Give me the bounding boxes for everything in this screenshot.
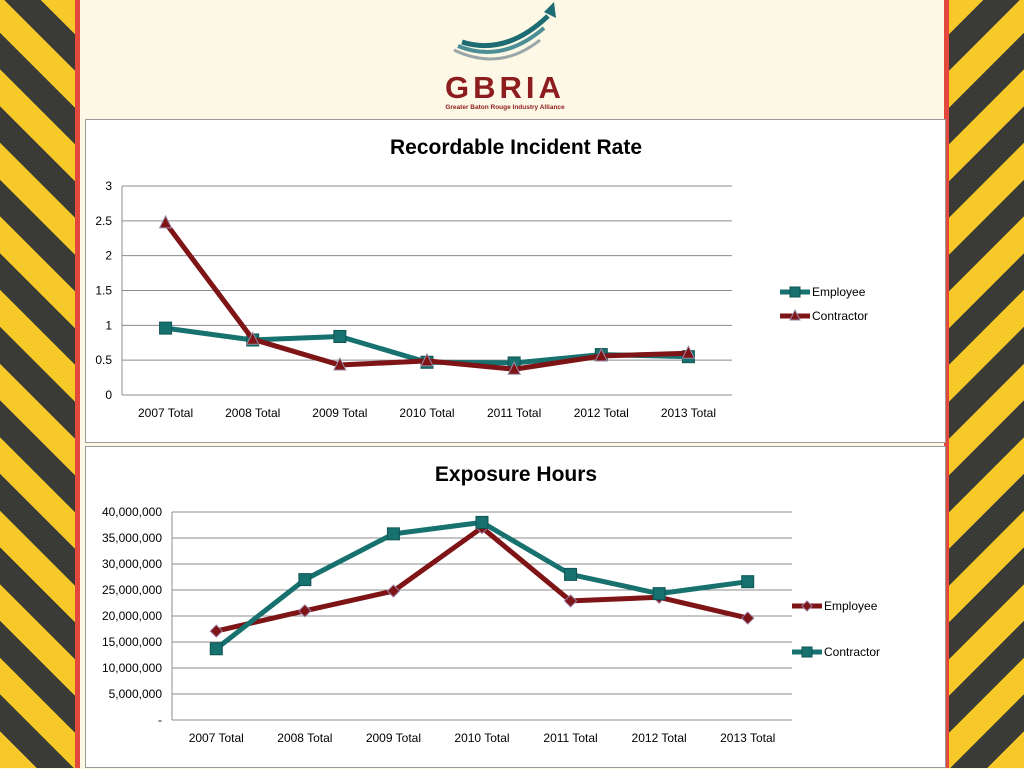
legend-label: Employee xyxy=(824,599,878,613)
chart-title: Exposure Hours xyxy=(435,463,597,486)
y-tick-label: 40,000,000 xyxy=(102,505,162,519)
y-tick-label: 35,000,000 xyxy=(102,531,162,545)
legend-item-employee: Employee xyxy=(792,599,878,613)
data-point xyxy=(298,604,312,618)
y-tick-label: 3 xyxy=(105,179,112,193)
data-point xyxy=(681,345,696,359)
logo-swoosh-icon xyxy=(453,2,556,61)
data-point xyxy=(245,331,260,345)
y-tick-label: 1 xyxy=(105,318,112,332)
data-point xyxy=(209,642,223,656)
x-tick-label: 2013 Total xyxy=(720,731,775,745)
x-tick-label: 2010 Total xyxy=(399,406,454,420)
legend-marker xyxy=(789,308,801,321)
data-point xyxy=(386,584,401,598)
x-tick-label: 2010 Total xyxy=(454,731,509,745)
series-line xyxy=(163,221,689,372)
exposure-hours-chart: Exposure Hours - 5,000,000 10,000,000 15,000… xyxy=(102,463,880,745)
x-tick-label: 2009 Total xyxy=(312,406,367,420)
y-tick-label: 1.5 xyxy=(95,284,112,298)
legend-marker xyxy=(801,646,813,658)
data-point xyxy=(475,515,489,529)
right-hazard-stripe-border xyxy=(944,0,1024,768)
y-tick-label: 2.5 xyxy=(95,214,112,228)
data-point xyxy=(741,575,755,589)
left-hazard-stripe-border xyxy=(0,0,80,768)
y-tick-label: 20,000,000 xyxy=(102,609,162,623)
y-tick-label: - xyxy=(158,713,162,727)
data-point xyxy=(386,527,400,541)
series-employee xyxy=(209,520,755,638)
data-point xyxy=(594,347,609,362)
y-tick-label: 25,000,000 xyxy=(102,583,162,597)
logo-tagline: Greater Baton Rouge Industry Alliance xyxy=(445,104,565,111)
incident-rate-chart-panel: Recordable Incident Rate 0 0.5 1 1.5 2 2.5 3 200… xyxy=(85,119,946,443)
data-point xyxy=(563,594,578,608)
x-tick-label: 2009 Total xyxy=(366,731,421,745)
data-point xyxy=(298,573,312,587)
incident-rate-chart: Recordable Incident Rate 0 0.5 1 1.5 2 2.5 3 200… xyxy=(95,136,868,420)
data-point xyxy=(507,361,521,375)
data-point xyxy=(209,624,223,638)
x-tick-label: 2007 Total xyxy=(189,731,244,745)
y-tick-label: 0 xyxy=(105,388,112,402)
data-point xyxy=(333,356,347,371)
legend-item-contractor: Contractor xyxy=(780,308,868,323)
data-point xyxy=(652,587,666,601)
legend-item-contractor: Contractor xyxy=(792,645,880,659)
x-tick-label: 2012 Total xyxy=(632,731,687,745)
exposure-hours-chart-panel: Exposure Hours - 5,000,000 10,000,000 15,000… xyxy=(85,446,946,768)
data-point xyxy=(158,214,173,229)
legend-label: Employee xyxy=(812,285,866,299)
legend-marker xyxy=(789,286,801,298)
y-tick-label: 0.5 xyxy=(95,353,112,367)
legend-item-employee: Employee xyxy=(780,285,866,299)
logo-wordmark: GBRIA xyxy=(445,70,565,105)
y-tick-label: 10,000,000 xyxy=(102,661,162,675)
x-tick-label: 2013 Total xyxy=(661,406,716,420)
series-line xyxy=(214,519,749,651)
series-contractor xyxy=(209,515,755,656)
data-point xyxy=(420,352,434,367)
x-tick-label: 2008 Total xyxy=(277,731,332,745)
data-point xyxy=(159,321,173,335)
x-tick-label: 2008 Total xyxy=(225,406,280,420)
y-tick-label: 5,000,000 xyxy=(109,687,163,701)
data-point xyxy=(741,611,755,625)
legend-label: Contractor xyxy=(824,645,880,659)
data-point xyxy=(333,329,347,343)
y-tick-label: 15,000,000 xyxy=(102,635,162,649)
gbria-logo: GBRIA Greater Baton Rouge Industry Allia… xyxy=(440,0,580,118)
y-tick-label: 30,000,000 xyxy=(102,557,162,571)
y-tick-label: 2 xyxy=(105,249,112,263)
x-tick-label: 2012 Total xyxy=(574,406,629,420)
chart-title: Recordable Incident Rate xyxy=(390,136,642,159)
series-contractor xyxy=(158,214,696,375)
x-tick-label: 2007 Total xyxy=(138,406,193,420)
data-point xyxy=(564,567,578,581)
x-tick-label: 2011 Total xyxy=(487,406,541,420)
legend-marker xyxy=(801,600,813,612)
legend-label: Contractor xyxy=(812,309,868,323)
x-tick-label: 2011 Total xyxy=(543,731,597,745)
